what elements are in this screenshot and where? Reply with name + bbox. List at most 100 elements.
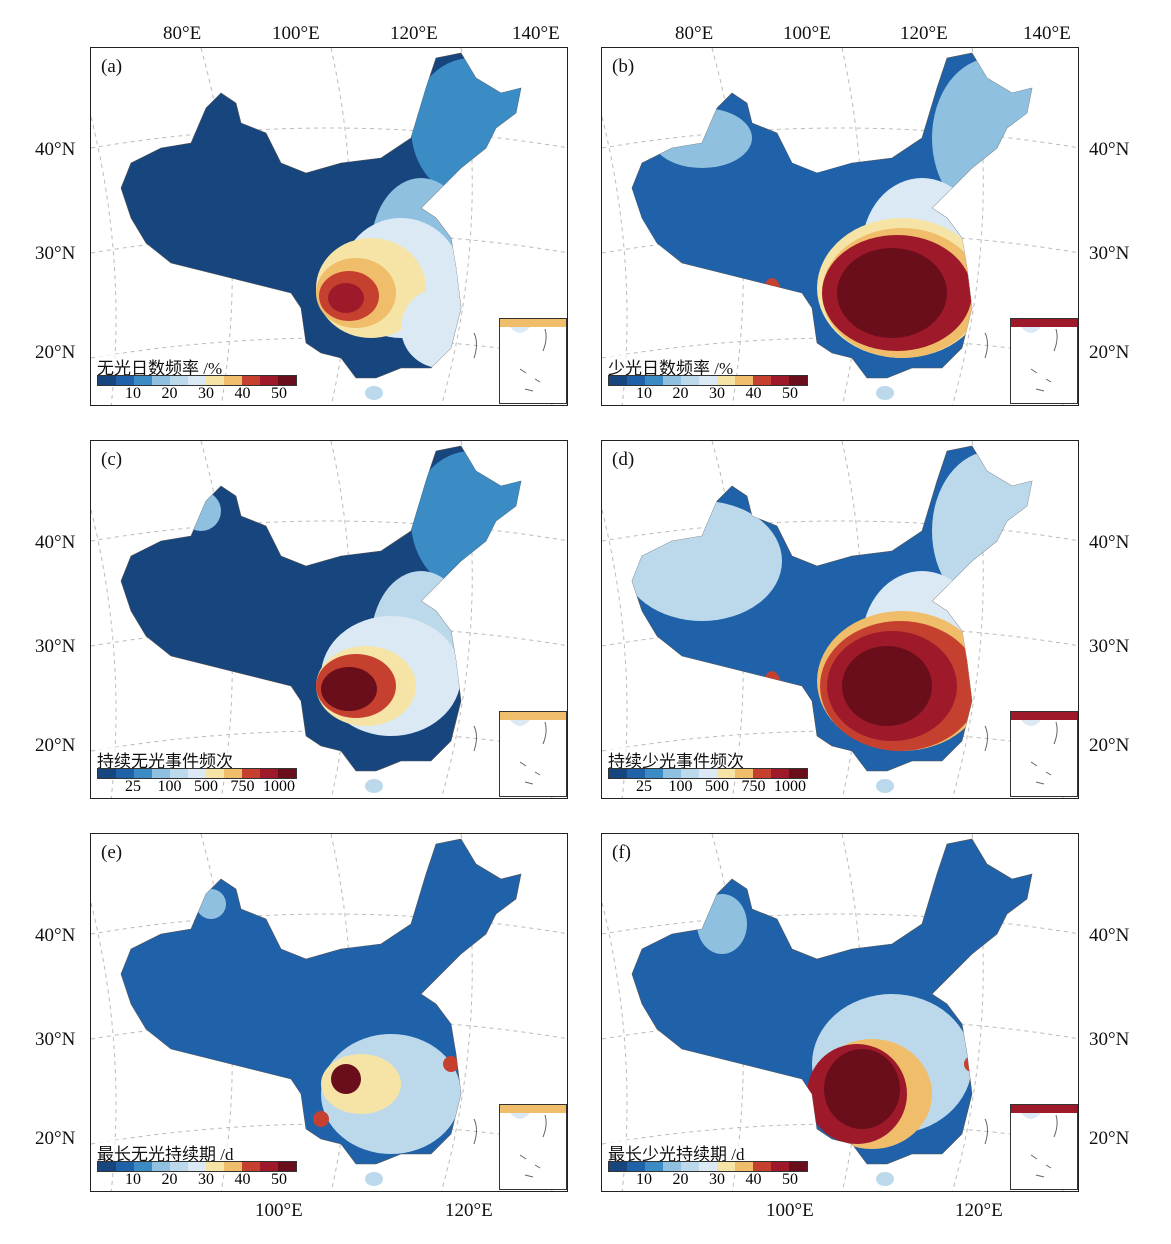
value-region	[652, 108, 752, 168]
colorbar	[608, 375, 808, 386]
graticule-line	[602, 900, 628, 1191]
taiwan-outline	[984, 1118, 988, 1145]
china-map	[602, 834, 1078, 1191]
colorbar-tick-label: 20	[161, 385, 178, 402]
colorbar-tick-label: 50	[271, 1171, 287, 1188]
longitude-label: 100°E	[272, 23, 320, 44]
colorbar-tick-label: 10	[636, 385, 652, 402]
colorbar-bin	[663, 769, 681, 778]
colorbar-bin	[699, 376, 717, 385]
longitude-label: 80°E	[163, 23, 202, 44]
longitude-label: 120°E	[390, 23, 438, 44]
colorbar-tick-label: 10	[636, 1171, 652, 1188]
colorbar-tick-label: 500	[194, 778, 218, 795]
taiwan-outline	[473, 725, 477, 752]
panel-label: (b)	[612, 56, 635, 77]
latitude-label: 40°N	[35, 139, 76, 160]
china-map	[91, 441, 567, 798]
longitude-label: 140°E	[1023, 23, 1071, 44]
colorbar-bin	[242, 769, 260, 778]
colorbar-bin	[663, 376, 681, 385]
longitude-label: 140°E	[512, 23, 560, 44]
colorbar-bin	[260, 769, 278, 778]
colorbar-bin	[735, 769, 753, 778]
colorbar-bin	[206, 769, 224, 778]
colorbar-tick-label: 100	[668, 778, 693, 795]
latitude-label: 40°N	[1089, 925, 1130, 946]
colorbar-tick-label: 1000	[263, 778, 295, 795]
graticule-line	[602, 520, 1078, 542]
colorbar-tick-label: 50	[271, 385, 287, 402]
panel-label: (f)	[612, 842, 631, 863]
taiwan-outline	[473, 332, 477, 359]
graticule-line	[200, 48, 233, 405]
colorbar-tick-label: 750	[741, 778, 766, 795]
taiwan-outline	[984, 332, 988, 359]
legend-title: 无光日数频率 /%	[97, 354, 223, 379]
colorbar-bin	[753, 376, 771, 385]
panel-label: (c)	[101, 449, 123, 470]
colorbar-bin	[735, 1162, 753, 1171]
value-region	[181, 491, 221, 531]
graticule-line	[602, 913, 1078, 935]
value-region	[411, 58, 521, 198]
latitude-label: 20°N	[1089, 1128, 1130, 1149]
value-region	[321, 667, 377, 711]
panel-label: (a)	[101, 56, 123, 77]
colorbar-tick-label: 40	[745, 385, 762, 402]
china-map	[91, 48, 567, 405]
colorbar-bin	[789, 1162, 807, 1171]
colorbar-tick-label: 100	[157, 778, 182, 795]
latitude-label: 40°N	[35, 925, 76, 946]
latitude-label: 40°N	[35, 532, 76, 553]
value-region	[632, 148, 902, 268]
colorbar-bin	[663, 1162, 681, 1171]
south-china-sea-inset	[1010, 711, 1078, 797]
colorbar-bin	[260, 1162, 278, 1171]
colorbar-tick-label: 10	[125, 1171, 141, 1188]
colorbar-bin	[188, 1162, 206, 1171]
panel-label: (d)	[612, 449, 635, 470]
hainan-island	[365, 386, 383, 400]
legend-title: 最长少光持续期 /d	[608, 1140, 745, 1165]
taiwan-outline	[984, 725, 988, 752]
graticule-line	[841, 834, 863, 1191]
graticule-line	[711, 48, 744, 405]
graticule-line	[330, 834, 352, 1191]
colorbar-bin	[609, 769, 627, 778]
colorbar-bin	[134, 376, 152, 385]
colorbar-tick-label: 40	[234, 1171, 251, 1188]
colorbar-tick-label: 25	[125, 778, 141, 795]
south-china-sea-inset	[499, 711, 567, 797]
graticule-line	[841, 48, 863, 405]
graticule-line	[330, 441, 352, 798]
colorbar-tick-label: 25	[636, 778, 652, 795]
colorbar-bin	[224, 769, 242, 778]
colorbar-bin	[681, 769, 699, 778]
colorbar-bin	[188, 376, 206, 385]
colorbar-tick-label: 20	[161, 1171, 178, 1188]
map-panel: (e) 最长无光持续期 /d 10 20 30 40 50	[90, 833, 568, 1192]
colorbar-tick-label: 50	[782, 1171, 798, 1188]
hainan-island	[876, 779, 894, 793]
colorbar	[97, 375, 297, 386]
latitude-label: 30°N	[1089, 243, 1130, 264]
colorbar	[97, 768, 297, 779]
longitude-label: 100°E	[783, 23, 831, 44]
colorbar-tick-label: 750	[230, 778, 255, 795]
colorbar-bin	[717, 376, 735, 385]
colorbar-bin	[116, 376, 134, 385]
graticule-line	[91, 900, 117, 1191]
graticule-line	[91, 507, 117, 798]
value-region	[443, 1056, 459, 1072]
hainan-island	[365, 1172, 383, 1186]
colorbar-bin	[645, 769, 663, 778]
south-china-sea-inset	[1010, 1104, 1078, 1190]
colorbar-bin	[116, 1162, 134, 1171]
latitude-label: 30°N	[1089, 1029, 1130, 1050]
colorbar-bin	[681, 1162, 699, 1171]
south-china-sea-inset	[499, 1104, 567, 1190]
colorbar	[608, 1161, 808, 1172]
colorbar-bin	[645, 376, 663, 385]
longitude-label: 100°E	[255, 1200, 303, 1221]
